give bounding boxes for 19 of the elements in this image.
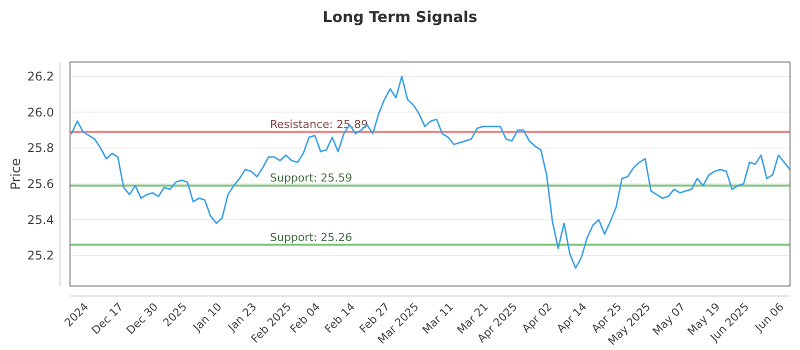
y-tick-label: 25.2 <box>27 248 54 263</box>
x-tick-label: Jan 10 <box>190 300 224 335</box>
y-tick-label: 25.6 <box>27 177 54 192</box>
ref-line-label: Support: 25.26 <box>270 230 352 244</box>
ref-line-label: Support: 25.59 <box>270 172 352 185</box>
x-tick-label: Apr 14 <box>554 300 590 336</box>
y-axis-title: Price <box>9 158 24 190</box>
x-tick-label: Jun 06 <box>752 300 786 335</box>
x-tick-label: Feb 14 <box>322 300 358 336</box>
x-tick-label: Apr 02 <box>520 300 555 336</box>
y-tick-label: 26.0 <box>27 105 54 120</box>
x-tick-label: Dec 30 <box>124 300 161 337</box>
y-tick-label: 26.2 <box>27 70 54 84</box>
y-tick-label: 25.4 <box>27 212 54 227</box>
line-series <box>70 76 791 269</box>
chart-title: Long Term Signals <box>322 8 478 26</box>
x-tick-label: Dec 17 <box>89 300 126 337</box>
y-tick-label: 25.8 <box>27 141 54 156</box>
x-tick-label: Mar 11 <box>420 300 456 337</box>
